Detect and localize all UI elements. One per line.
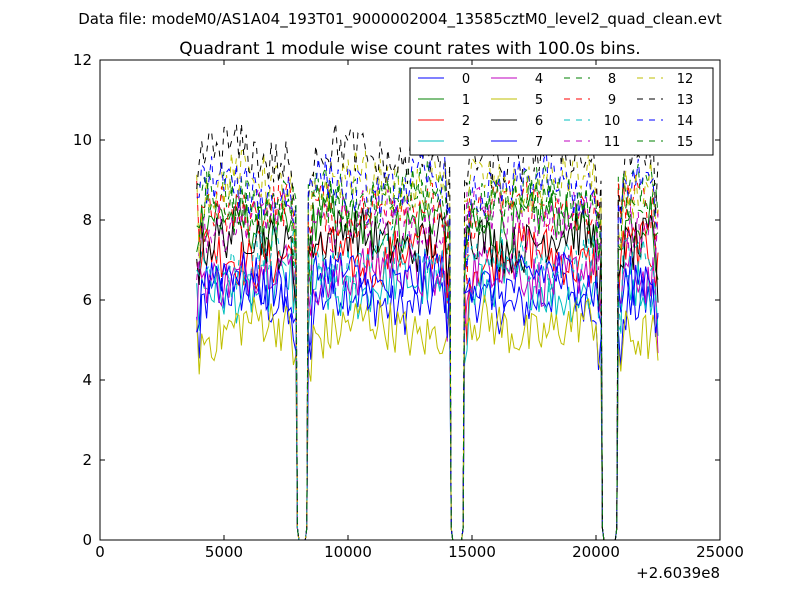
y-tick-label: 4 [82,371,92,389]
x-tick-label: 20000 [572,543,620,561]
legend-frame [409,67,714,156]
series-line-10 [196,223,659,540]
legend-label-0: 0 [462,72,470,87]
legend-label-1: 1 [462,93,470,108]
series-line-5 [196,294,659,540]
y-tick-label: 2 [82,451,92,469]
figure-suptitle: Data file: modeM0/AS1A04_193T01_90000020… [78,10,722,29]
plot-lines [196,121,659,540]
legend-label-6: 6 [535,114,543,129]
y-tick-label: 8 [82,211,92,229]
y-tick-label: 12 [73,51,92,69]
y-tick-label: 10 [73,131,92,149]
y-tick-label: 0 [82,531,92,549]
legend-label-4: 4 [535,72,543,87]
legend-label-10: 10 [604,114,621,129]
legend-label-9: 9 [608,93,616,108]
series-line-7 [196,248,659,540]
legend-label-2: 2 [462,114,470,129]
legend-label-12: 12 [677,72,694,87]
series-line-1 [196,190,659,540]
legend-label-7: 7 [535,135,543,150]
x-tick-label: 10000 [324,543,372,561]
x-offset-label: +2.6039e8 [636,564,720,582]
series-line-9 [196,174,659,540]
y-tick-label: 6 [82,291,92,309]
x-tick-label: 5000 [205,543,243,561]
series-line-15 [196,168,659,540]
x-tick-label: 0 [95,543,105,561]
legend-label-15: 15 [677,135,694,150]
legend-label-5: 5 [535,93,543,108]
legend-label-8: 8 [608,72,616,87]
series-line-11 [196,186,659,540]
x-tick-label: 25000 [696,543,744,561]
legend-label-13: 13 [677,93,694,108]
x-tick-label: 15000 [448,543,496,561]
chart-title: Quadrant 1 module wise count rates with … [179,39,640,59]
legend-label-14: 14 [677,114,694,129]
legend-label-3: 3 [462,135,470,150]
legend-label-11: 11 [604,135,621,150]
